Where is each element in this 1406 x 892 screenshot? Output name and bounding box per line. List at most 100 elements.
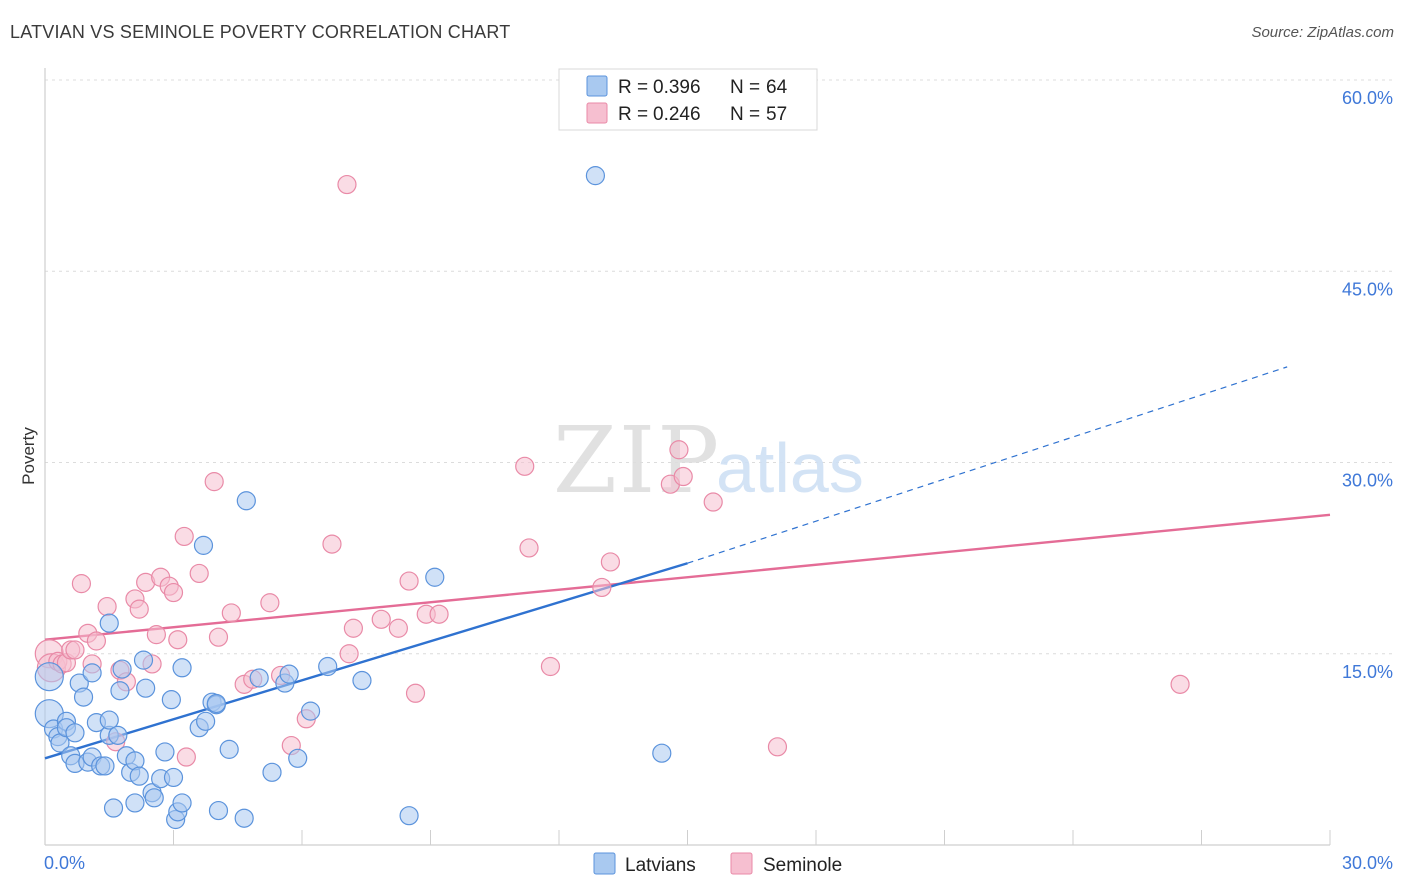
seminole-point bbox=[168, 630, 188, 650]
watermark-atlas: atlas bbox=[716, 429, 864, 507]
stats-legend-swatch-seminole bbox=[586, 102, 608, 124]
latvians-point bbox=[318, 656, 338, 677]
grid-lines bbox=[45, 79, 1393, 655]
latvians-point bbox=[99, 613, 119, 633]
latvians-point bbox=[208, 800, 229, 821]
seminole-point bbox=[600, 552, 621, 572]
bottom-legend-swatch-latvians bbox=[593, 852, 616, 875]
bottom-legend-label-seminole: Seminole bbox=[763, 855, 842, 876]
latvians-point bbox=[652, 743, 672, 763]
seminole-point bbox=[339, 644, 359, 664]
bottom-legend: Latvians Seminole bbox=[593, 852, 842, 876]
latvians-point bbox=[144, 788, 164, 808]
seminole-point bbox=[429, 604, 449, 624]
latvians-point bbox=[73, 687, 94, 707]
seminole-point bbox=[371, 609, 391, 629]
y-tick-label-15: 15.0% bbox=[1342, 662, 1393, 682]
seminole-point bbox=[65, 640, 85, 660]
seminole-point bbox=[260, 593, 280, 613]
seminole-point bbox=[97, 596, 117, 617]
seminole-point bbox=[174, 526, 194, 547]
latvians-point bbox=[108, 725, 128, 745]
latvians-point bbox=[234, 808, 254, 828]
latvians-point bbox=[129, 766, 149, 786]
seminole-point bbox=[146, 625, 166, 645]
latvians-point bbox=[262, 762, 282, 782]
latvians-point bbox=[103, 798, 124, 818]
latvians-point bbox=[219, 739, 239, 759]
watermark: ZIP atlas bbox=[553, 407, 864, 514]
chart-source: Source: ZipAtlas.com bbox=[1251, 24, 1394, 41]
trend-line-seminole bbox=[44, 513, 1331, 641]
latvians-point bbox=[133, 650, 154, 670]
stats-legend-n-label-seminole: N = bbox=[730, 104, 760, 125]
seminole-point bbox=[592, 577, 612, 598]
latvians-point bbox=[236, 491, 256, 511]
seminole-point bbox=[1170, 674, 1190, 694]
watermark-zip: ZIP bbox=[553, 407, 721, 514]
seminole-point bbox=[337, 174, 357, 195]
seminole-point bbox=[343, 618, 363, 638]
latvians-point bbox=[136, 678, 156, 698]
latvians-point bbox=[352, 670, 372, 691]
latvians-point bbox=[82, 663, 102, 683]
bottom-legend-swatch-seminole bbox=[730, 852, 753, 875]
seminole-point bbox=[176, 747, 196, 767]
seminole-point bbox=[71, 574, 92, 594]
seminole-point bbox=[515, 456, 535, 476]
latvians-point bbox=[110, 681, 130, 701]
chart-title: LATVIAN VS SEMINOLE POVERTY CORRELATION … bbox=[10, 22, 511, 42]
latvians-point bbox=[172, 658, 192, 678]
seminole-point bbox=[86, 631, 107, 651]
stats-legend-n-value-latvians: 64 bbox=[766, 77, 788, 98]
y-tick-label-45: 45.0% bbox=[1342, 279, 1393, 299]
y-axis-tick-labels: 15.0% 30.0% 45.0% 60.0% bbox=[1342, 88, 1393, 682]
latvians-point bbox=[585, 166, 606, 186]
latvians-point bbox=[288, 748, 308, 768]
latvians-point bbox=[172, 793, 192, 813]
stats-legend: R = 0.396 N = 64 R = 0.246 N = 57 bbox=[558, 68, 818, 131]
stats-legend-r-label-seminole: R = bbox=[618, 104, 648, 125]
latvians-point bbox=[65, 723, 85, 743]
seminole-point bbox=[399, 571, 419, 591]
latvians-point bbox=[249, 668, 269, 688]
latvians-point bbox=[163, 767, 184, 788]
y-tick-label-60: 60.0% bbox=[1342, 88, 1393, 108]
seminole-point bbox=[405, 683, 426, 703]
trend-line-latvians bbox=[44, 562, 688, 760]
latvians-point bbox=[99, 710, 119, 730]
stats-legend-swatch-latvians bbox=[586, 75, 608, 97]
latvian-points bbox=[34, 166, 672, 830]
stats-legend-r-value-seminole: 0.246 bbox=[653, 104, 701, 125]
latvians-point bbox=[206, 693, 226, 714]
latvians-point bbox=[196, 711, 216, 731]
seminole-point bbox=[540, 656, 561, 677]
latvians-point bbox=[300, 701, 321, 721]
trend-lines bbox=[44, 366, 1331, 760]
seminole-point bbox=[163, 582, 184, 603]
seminole-point bbox=[673, 466, 693, 487]
latvians-point bbox=[95, 756, 115, 776]
seminole-point bbox=[208, 627, 229, 647]
seminole-point bbox=[129, 599, 149, 619]
seminole-point bbox=[204, 472, 224, 492]
latvians-point bbox=[399, 806, 419, 826]
bottom-legend-label-latvians: Latvians bbox=[625, 855, 696, 876]
seminole-point bbox=[519, 538, 539, 558]
latvians-point bbox=[34, 662, 64, 692]
seminole-point bbox=[189, 563, 209, 584]
y-axis-title: Poverty bbox=[19, 427, 38, 485]
seminole-point bbox=[703, 492, 723, 512]
seminole-point bbox=[388, 618, 408, 638]
seminole-point bbox=[669, 440, 689, 460]
y-tick-label-30: 30.0% bbox=[1342, 471, 1393, 491]
latvians-point bbox=[155, 742, 175, 762]
stats-legend-r-label-latvians: R = bbox=[618, 77, 648, 98]
seminole-point bbox=[322, 534, 342, 554]
latvians-point bbox=[112, 659, 132, 679]
seminole-point bbox=[767, 737, 788, 757]
latvians-point bbox=[125, 793, 145, 813]
stats-legend-r-value-latvians: 0.396 bbox=[653, 77, 701, 98]
latvians-point bbox=[279, 664, 299, 684]
latvians-point bbox=[161, 690, 181, 710]
